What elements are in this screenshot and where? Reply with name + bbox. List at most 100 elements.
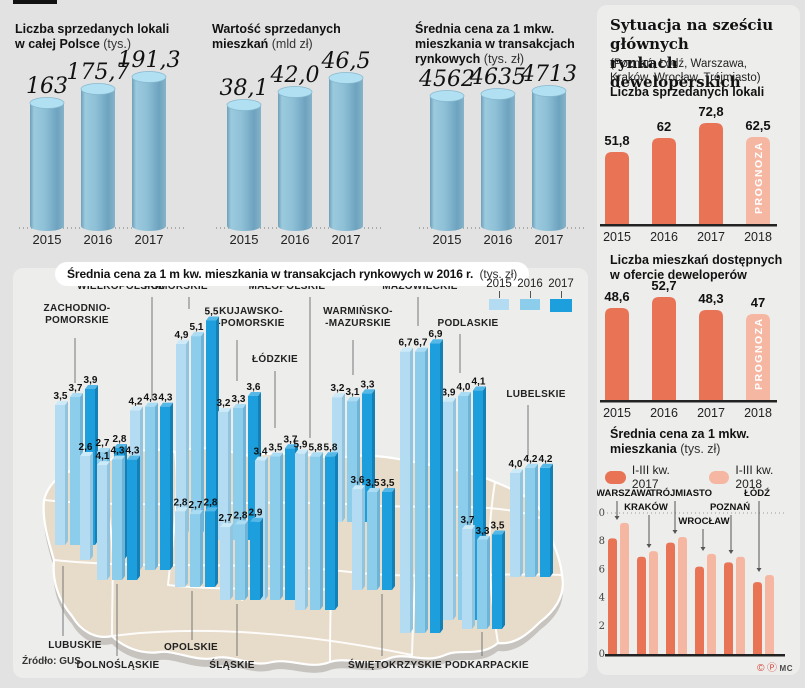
panel-chart-1: 51,8 2015 62 2016 72,8 2017 62,5 2018 PROGNOZA	[600, 104, 777, 244]
cylinder	[430, 96, 464, 231]
year-label: 2017	[135, 232, 164, 247]
bar-2018	[746, 137, 770, 224]
y-tick: 10	[597, 508, 605, 519]
map-title-unit: (tys. zł)	[479, 267, 518, 281]
cylinder-top	[480, 88, 516, 100]
legend-label-2017: I-III kw. 2017	[631, 463, 670, 491]
panel-title-line: rynkach deweloperskich	[610, 54, 741, 91]
city-label: WARSZAWA	[597, 488, 652, 499]
y-tick: 0	[599, 649, 605, 660]
panel-card: 51,8 2015 62 2016 72,8 2017 62,5 2018 PROGNOZA 48…	[597, 5, 800, 675]
y-tick: 4	[599, 593, 605, 604]
bar-2017-1	[637, 556, 646, 654]
legend-tick	[560, 291, 562, 298]
chart-title-unit: (tys.)	[99, 37, 132, 51]
bar-2016	[652, 297, 676, 400]
cylinder-top	[277, 86, 313, 98]
chart-title-line: mieszkań (mld zł)	[212, 37, 313, 51]
national-chart-2: 38,1 2015 42,0 2016 46,5 2017	[216, 49, 383, 247]
map-legend-item: 2016	[517, 278, 543, 312]
bar-2016	[652, 138, 676, 224]
panel-charts: 51,8201562201672,8201762,52018PROGNOZA48…	[597, 104, 785, 660]
year-label: 2015	[603, 230, 631, 244]
map-legend-item: 2017	[548, 278, 574, 312]
bar-value: 72,8	[698, 104, 723, 119]
bar-2015	[605, 152, 629, 224]
map-title-pill: Średnia cena za 1 m kw. mieszkania w tra…	[55, 262, 530, 286]
credit-initials: MC	[779, 664, 793, 673]
year-label: 2017	[697, 406, 725, 420]
bar-2017-2	[666, 542, 675, 654]
source-note: Źródło: GUS	[22, 656, 81, 667]
chart-title-line: w całej Polsce (tys.)	[15, 37, 132, 51]
city-arrowhead	[756, 568, 762, 572]
value-label: 163	[26, 74, 68, 99]
year-label: 2016	[650, 230, 678, 244]
year-label: 2018	[744, 230, 772, 244]
cylinder-top	[429, 90, 465, 102]
chart-title-line: Liczba sprzedanych lokali	[15, 22, 170, 36]
year-label: 2015	[433, 232, 462, 247]
year-label: 2017	[535, 232, 564, 247]
bar-2017-5	[753, 582, 762, 654]
bar-value: 48,3	[698, 291, 723, 306]
axis-line	[605, 654, 785, 657]
bar-2018-5	[765, 575, 774, 654]
map-legend-swatch	[520, 299, 540, 310]
panel-title: Sytuacja na sześciu głównych rynkach dew…	[610, 16, 800, 92]
value-label: 38,1	[220, 76, 269, 101]
bar-2017-0	[608, 538, 617, 654]
legend-tick	[529, 291, 531, 298]
bar-2018-3	[707, 553, 716, 654]
year-label: 2016	[484, 232, 513, 247]
chart-title-line: mieszkania w transakcjach	[415, 37, 575, 51]
cylinder	[30, 103, 64, 231]
cylinder	[532, 91, 566, 231]
bar-2018-1	[649, 551, 658, 654]
map-legend: 2015 2016 2017	[486, 278, 574, 312]
year-label: 2015	[603, 406, 631, 420]
credit-badge: © Ⓟ MC	[757, 659, 793, 674]
chart-title-unit: (tys. zł)	[480, 52, 525, 66]
year-label: 2016	[650, 406, 678, 420]
prognoza-label: PROGNOZA	[753, 317, 765, 390]
panel-chart-2: 48,6 2015 52,7 2016 48,3 2017 47 2018 PROGNOZA	[600, 278, 777, 420]
y-tick: 2	[599, 621, 605, 632]
bar-value: 47	[751, 295, 765, 310]
value-label: 42,0	[270, 63, 320, 88]
cylinder	[81, 89, 115, 231]
city-arrowhead	[614, 516, 620, 520]
panel-subtitle-line: (Poznań, Łódź, Warszawa,	[610, 58, 747, 70]
city-arrowhead	[728, 550, 734, 554]
value-label: 4635	[469, 65, 526, 90]
map-legend-year: 2017	[548, 278, 574, 290]
cylinder	[132, 77, 166, 231]
panel-legend: I-III kw. 2017 I-III kw. 2018	[605, 463, 800, 491]
city-label: ŁÓDŹ	[744, 487, 770, 499]
prognoza-label: PROGNOZA	[753, 141, 765, 214]
panel-chart3-unit: (tys. zł)	[680, 442, 721, 456]
bar-2017-4	[724, 562, 733, 654]
panel-chart1-heading: Liczba sprzedanych lokali	[610, 85, 765, 99]
map-title: Średnia cena za 1 m kw. mieszkania w tra…	[67, 267, 474, 281]
bar-value: 62	[657, 119, 671, 134]
map-legend-swatch	[550, 299, 572, 312]
bar-value: 52,7	[651, 278, 676, 293]
axis-line	[600, 400, 777, 403]
panel-subtitle-line: Kraków, Wrocław, Trójmiasto)	[610, 72, 761, 84]
map-legend-swatch	[489, 299, 509, 310]
chart-title-line: Wartość sprzedanych	[212, 22, 341, 36]
chart-title-line: Średnia cena za 1 mkw.	[415, 22, 555, 36]
value-label: 4562	[418, 67, 475, 92]
panel-subtitle: (Poznań, Łódź, Warszawa, Kraków, Wrocław…	[610, 57, 761, 85]
bar-2018	[746, 314, 770, 400]
press-icon: Ⓟ	[767, 663, 778, 674]
year-label: 2016	[84, 232, 113, 247]
cylinder-top	[131, 71, 167, 83]
bar-2017	[699, 310, 723, 400]
cylinder	[329, 78, 363, 231]
value-label: 46,5	[321, 49, 371, 74]
bar-2017-3	[695, 566, 704, 654]
legend-swatch-2018	[708, 470, 730, 484]
